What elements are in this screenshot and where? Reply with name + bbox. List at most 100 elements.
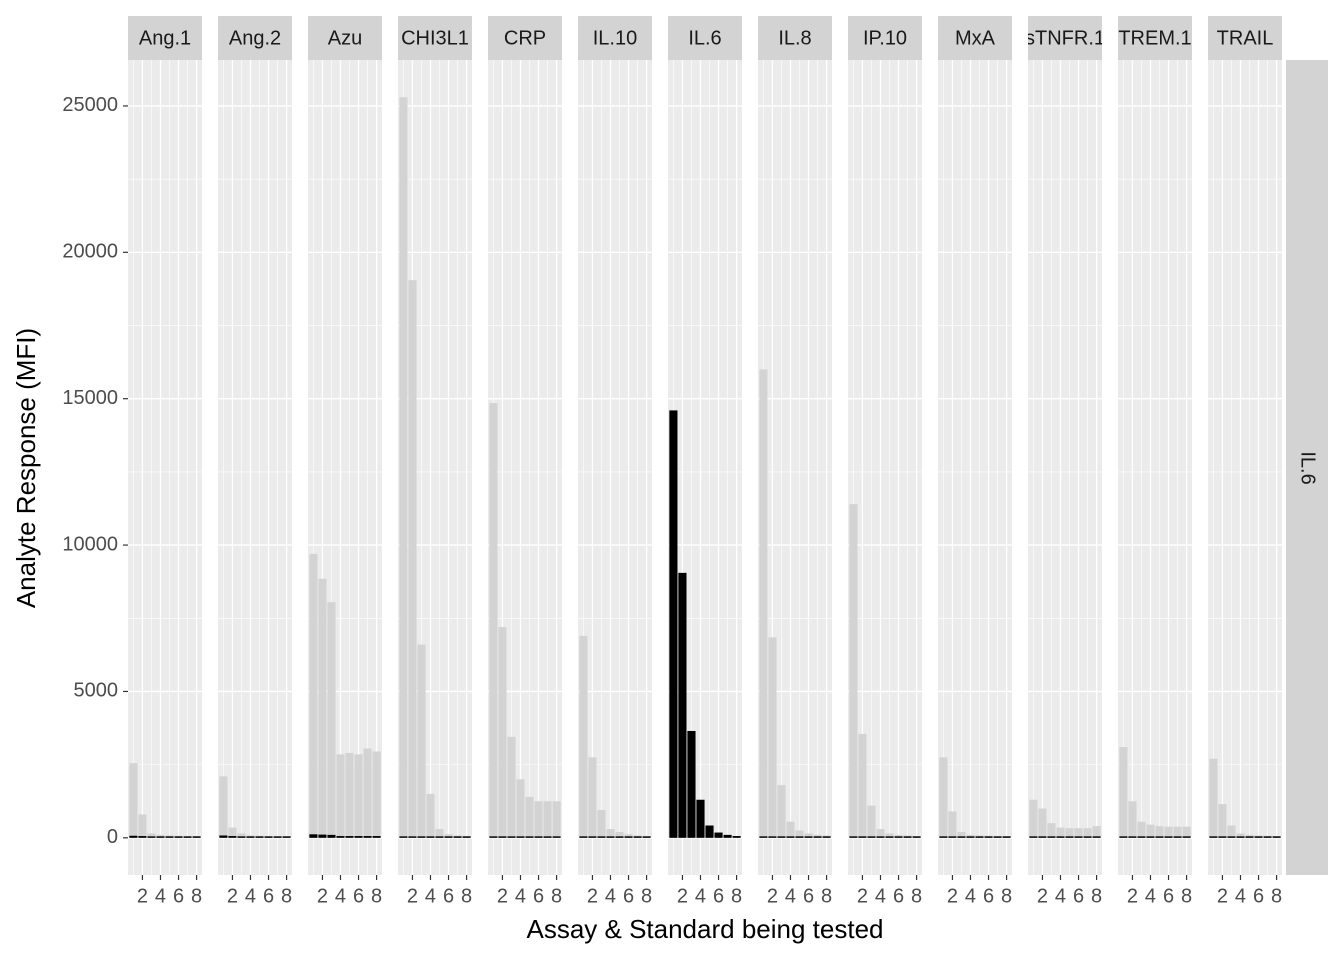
bar: [147, 836, 156, 838]
x-tick-label: 8: [191, 885, 202, 907]
strip-background: [218, 16, 292, 60]
x-tick-label: 2: [587, 885, 598, 907]
bar: [1182, 836, 1191, 838]
bar: [759, 836, 768, 838]
bar: [822, 836, 831, 838]
x-tick-label: 4: [245, 885, 256, 907]
bar: [1065, 828, 1074, 838]
row-strip-label: IL.6: [1297, 451, 1319, 484]
bar: [498, 836, 507, 838]
bar: [1137, 821, 1146, 838]
bar: [399, 836, 408, 838]
bar: [372, 751, 381, 838]
bar: [1047, 823, 1056, 838]
y-tick-label: 5000: [74, 680, 119, 702]
bar: [786, 836, 795, 838]
bar: [1038, 808, 1047, 838]
panel-background: [938, 60, 1012, 875]
bar: [912, 836, 921, 838]
x-tick-label: 2: [317, 885, 328, 907]
bar: [948, 811, 957, 838]
bar: [498, 627, 507, 838]
panel: 2 4 6 8 CRP: [488, 16, 562, 907]
bar: [309, 553, 318, 838]
bar: [777, 836, 786, 838]
bar: [723, 834, 732, 838]
bar: [597, 836, 606, 838]
bar: [1146, 836, 1155, 838]
x-tick-label: 6: [1073, 885, 1084, 907]
bar: [255, 836, 264, 838]
bar: [885, 833, 894, 838]
panel: 2 4 6 8 MxA: [938, 16, 1012, 907]
bar: [273, 836, 282, 838]
bar: [534, 836, 543, 838]
bar: [1002, 836, 1011, 838]
strip-label: IL.6: [688, 27, 721, 49]
bar: [1254, 836, 1263, 838]
x-tick-label: 4: [785, 885, 796, 907]
bar: [1164, 826, 1173, 838]
bar: [903, 836, 912, 838]
x-tick-label: 6: [1253, 885, 1264, 907]
bar: [957, 836, 966, 838]
bar: [174, 836, 183, 838]
x-tick-label: 6: [713, 885, 724, 907]
panel: 2 4 6 8 IP.10: [848, 16, 922, 907]
bar: [696, 799, 705, 838]
bar: [1092, 826, 1101, 838]
x-tick-label: 4: [875, 885, 886, 907]
bar: [939, 757, 948, 838]
x-tick-label: 4: [1235, 885, 1246, 907]
bar: [1092, 836, 1101, 838]
bar: [948, 836, 957, 838]
bar: [867, 805, 876, 838]
bar: [1128, 801, 1137, 838]
panel: 2 4 6 8 Ang.2: [218, 16, 292, 907]
y-tick-label: 15000: [62, 387, 118, 409]
bar: [1074, 836, 1083, 838]
x-tick-label: 8: [731, 885, 742, 907]
bar: [867, 836, 876, 838]
strip-background: [848, 16, 922, 60]
bar: [489, 403, 498, 838]
strip-background: [758, 16, 832, 60]
strip-label: IL.8: [778, 27, 811, 49]
bar: [804, 836, 813, 838]
bar: [1209, 758, 1218, 838]
bar: [1029, 836, 1038, 838]
bar: [408, 280, 417, 838]
bar: [543, 801, 552, 838]
bar: [516, 836, 525, 838]
bar: [327, 602, 336, 838]
bar: [813, 836, 822, 838]
bar: [957, 831, 966, 838]
bar: [129, 835, 138, 838]
bar: [1209, 836, 1218, 838]
x-tick-label: 6: [803, 885, 814, 907]
bar: [1083, 828, 1092, 838]
bar: [507, 736, 516, 838]
x-tick-label: 2: [1037, 885, 1048, 907]
bar: [183, 836, 192, 838]
y-tick-label: 20000: [62, 241, 118, 263]
x-tick-label: 6: [1163, 885, 1174, 907]
bar: [993, 836, 1002, 838]
x-tick-label: 4: [965, 885, 976, 907]
x-tick-label: 8: [641, 885, 652, 907]
x-tick-label: 8: [821, 885, 832, 907]
panel: 2 4 6 8 sTNFR.1: [1028, 16, 1102, 907]
x-tick-label: 8: [371, 885, 382, 907]
bar: [345, 752, 354, 838]
bar: [444, 836, 453, 838]
bar: [894, 836, 903, 838]
bar: [885, 836, 894, 838]
panel: 2 4 6 8 IL.8: [758, 16, 832, 907]
bar: [552, 836, 561, 838]
bar: [435, 836, 444, 838]
panel: 2 4 6 8 Azu: [308, 16, 382, 907]
bar: [642, 836, 651, 838]
bar: [588, 757, 597, 838]
bar: [705, 825, 714, 838]
